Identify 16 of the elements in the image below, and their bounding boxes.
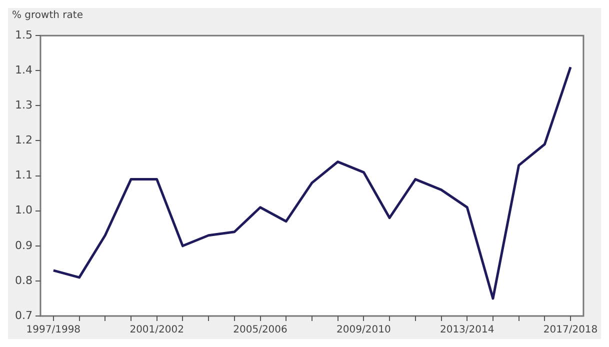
y-tick-label: 0.7 <box>14 308 32 322</box>
y-tick-label: 1.2 <box>14 134 32 147</box>
x-tick-label: 2005/2006 <box>233 324 288 336</box>
x-tick-label: 2013/2014 <box>440 324 494 336</box>
y-tick-label: 1.1 <box>14 168 32 182</box>
y-tick-label: 1.0 <box>14 204 32 217</box>
x-tick-label: 1997/1998 <box>26 324 81 336</box>
y-axis-title: % growth rate <box>11 9 84 23</box>
y-tick-label: 0.8 <box>14 274 32 287</box>
y-tick-label: 1.3 <box>14 98 32 112</box>
x-tick-label: 2001/2002 <box>130 324 184 336</box>
x-tick-label: 2017/2018 <box>543 324 598 336</box>
y-tick-label: 1.4 <box>14 64 32 77</box>
y-tick-label: 1.5 <box>14 28 32 42</box>
y-tick-label: 0.9 <box>14 238 32 252</box>
x-tick-label: 2009/2010 <box>336 324 391 336</box>
